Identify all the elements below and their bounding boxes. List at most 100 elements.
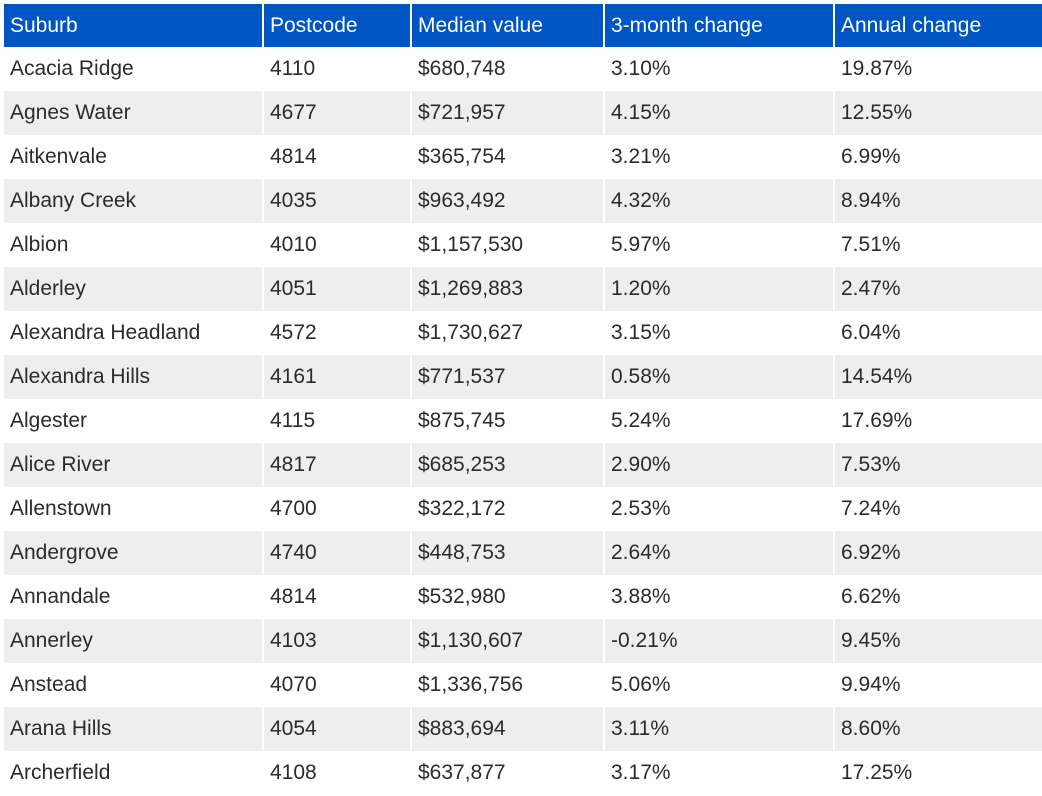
table-row: Albion 4010 $1,157,530 5.97% 7.51% xyxy=(4,223,1042,267)
three-month-change-cell: 5.24% xyxy=(605,399,835,443)
annual-change-cell: 9.45% xyxy=(835,619,1042,663)
three-month-change-cell: 2.90% xyxy=(605,443,835,487)
annual-change-cell: 6.92% xyxy=(835,531,1042,575)
column-header-postcode: Postcode xyxy=(264,4,412,47)
suburb-values-table: Suburb Postcode Median value 3-month cha… xyxy=(4,4,1042,795)
annual-change-cell: 7.53% xyxy=(835,443,1042,487)
three-month-change-cell: 3.88% xyxy=(605,575,835,619)
annual-change-cell: 17.25% xyxy=(835,751,1042,795)
postcode-cell: 4115 xyxy=(264,399,412,443)
table-row: Aitkenvale 4814 $365,754 3.21% 6.99% xyxy=(4,135,1042,179)
postcode-cell: 4814 xyxy=(264,575,412,619)
table-row: Annerley 4103 $1,130,607 -0.21% 9.45% xyxy=(4,619,1042,663)
postcode-cell: 4054 xyxy=(264,707,412,751)
three-month-change-cell: 1.20% xyxy=(605,267,835,311)
three-month-change-cell: 0.58% xyxy=(605,355,835,399)
three-month-change-cell: 3.11% xyxy=(605,707,835,751)
postcode-cell: 4051 xyxy=(264,267,412,311)
column-header-suburb: Suburb xyxy=(4,4,264,47)
annual-change-cell: 6.62% xyxy=(835,575,1042,619)
three-month-change-cell: 4.32% xyxy=(605,179,835,223)
table-row: Alexandra Headland 4572 $1,730,627 3.15% 6.0… xyxy=(4,311,1042,355)
suburb-cell: Annerley xyxy=(4,619,264,663)
postcode-cell: 4110 xyxy=(264,47,412,91)
table-row: Albany Creek 4035 $963,492 4.32% 8.94% xyxy=(4,179,1042,223)
median-value-cell: $448,753 xyxy=(412,531,605,575)
median-value-cell: $963,492 xyxy=(412,179,605,223)
suburb-cell: Alice River xyxy=(4,443,264,487)
suburb-cell: Anstead xyxy=(4,663,264,707)
annual-change-cell: 8.94% xyxy=(835,179,1042,223)
postcode-cell: 4070 xyxy=(264,663,412,707)
postcode-cell: 4572 xyxy=(264,311,412,355)
postcode-cell: 4817 xyxy=(264,443,412,487)
suburb-cell: Acacia Ridge xyxy=(4,47,264,91)
three-month-change-cell: 2.53% xyxy=(605,487,835,531)
postcode-cell: 4740 xyxy=(264,531,412,575)
median-value-cell: $1,336,756 xyxy=(412,663,605,707)
table-row: Anstead 4070 $1,336,756 5.06% 9.94% xyxy=(4,663,1042,707)
median-value-cell: $685,253 xyxy=(412,443,605,487)
three-month-change-cell: 3.17% xyxy=(605,751,835,795)
three-month-change-cell: 3.15% xyxy=(605,311,835,355)
table-row: Algester 4115 $875,745 5.24% 17.69% xyxy=(4,399,1042,443)
suburb-cell: Albion xyxy=(4,223,264,267)
three-month-change-cell: -0.21% xyxy=(605,619,835,663)
median-value-cell: $883,694 xyxy=(412,707,605,751)
postcode-cell: 4035 xyxy=(264,179,412,223)
suburb-cell: Allenstown xyxy=(4,487,264,531)
table-header-row: Suburb Postcode Median value 3-month cha… xyxy=(4,4,1042,47)
three-month-change-cell: 2.64% xyxy=(605,531,835,575)
suburb-cell: Agnes Water xyxy=(4,91,264,135)
postcode-cell: 4677 xyxy=(264,91,412,135)
annual-change-cell: 19.87% xyxy=(835,47,1042,91)
median-value-cell: $322,172 xyxy=(412,487,605,531)
annual-change-cell: 2.47% xyxy=(835,267,1042,311)
suburb-cell: Alderley xyxy=(4,267,264,311)
suburb-cell: Archerfield xyxy=(4,751,264,795)
annual-change-cell: 8.60% xyxy=(835,707,1042,751)
annual-change-cell: 14.54% xyxy=(835,355,1042,399)
suburb-cell: Andergrove xyxy=(4,531,264,575)
table-row: Annandale 4814 $532,980 3.88% 6.62% xyxy=(4,575,1042,619)
suburb-cell: Arana Hills xyxy=(4,707,264,751)
median-value-cell: $1,730,627 xyxy=(412,311,605,355)
median-value-cell: $1,269,883 xyxy=(412,267,605,311)
table-row: Agnes Water 4677 $721,957 4.15% 12.55% xyxy=(4,91,1042,135)
annual-change-cell: 7.51% xyxy=(835,223,1042,267)
median-value-cell: $721,957 xyxy=(412,91,605,135)
median-value-cell: $365,754 xyxy=(412,135,605,179)
table-row: Arana Hills 4054 $883,694 3.11% 8.60% xyxy=(4,707,1042,751)
table-row: Alderley 4051 $1,269,883 1.20% 2.47% xyxy=(4,267,1042,311)
column-header-3-month-change: 3-month change xyxy=(605,4,835,47)
annual-change-cell: 12.55% xyxy=(835,91,1042,135)
table-body: Acacia Ridge 4110 $680,748 3.10% 19.87% Agnes… xyxy=(4,47,1042,795)
median-value-cell: $771,537 xyxy=(412,355,605,399)
suburb-cell: Albany Creek xyxy=(4,179,264,223)
table-row: Alexandra Hills 4161 $771,537 0.58% 14.54% xyxy=(4,355,1042,399)
suburb-cell: Algester xyxy=(4,399,264,443)
suburb-cell: Aitkenvale xyxy=(4,135,264,179)
median-value-cell: $1,130,607 xyxy=(412,619,605,663)
column-header-annual-change: Annual change xyxy=(835,4,1042,47)
column-header-median-value: Median value xyxy=(412,4,605,47)
median-value-cell: $1,157,530 xyxy=(412,223,605,267)
suburb-cell: Annandale xyxy=(4,575,264,619)
median-value-cell: $637,877 xyxy=(412,751,605,795)
table-row: Allenstown 4700 $322,172 2.53% 7.24% xyxy=(4,487,1042,531)
table-row: Archerfield 4108 $637,877 3.17% 17.25% xyxy=(4,751,1042,795)
suburb-cell: Alexandra Headland xyxy=(4,311,264,355)
annual-change-cell: 7.24% xyxy=(835,487,1042,531)
postcode-cell: 4103 xyxy=(264,619,412,663)
three-month-change-cell: 5.06% xyxy=(605,663,835,707)
postcode-cell: 4161 xyxy=(264,355,412,399)
three-month-change-cell: 4.15% xyxy=(605,91,835,135)
annual-change-cell: 17.69% xyxy=(835,399,1042,443)
postcode-cell: 4814 xyxy=(264,135,412,179)
three-month-change-cell: 3.21% xyxy=(605,135,835,179)
postcode-cell: 4010 xyxy=(264,223,412,267)
suburb-cell: Alexandra Hills xyxy=(4,355,264,399)
median-value-cell: $532,980 xyxy=(412,575,605,619)
table-row: Andergrove 4740 $448,753 2.64% 6.92% xyxy=(4,531,1042,575)
postcode-cell: 4700 xyxy=(264,487,412,531)
